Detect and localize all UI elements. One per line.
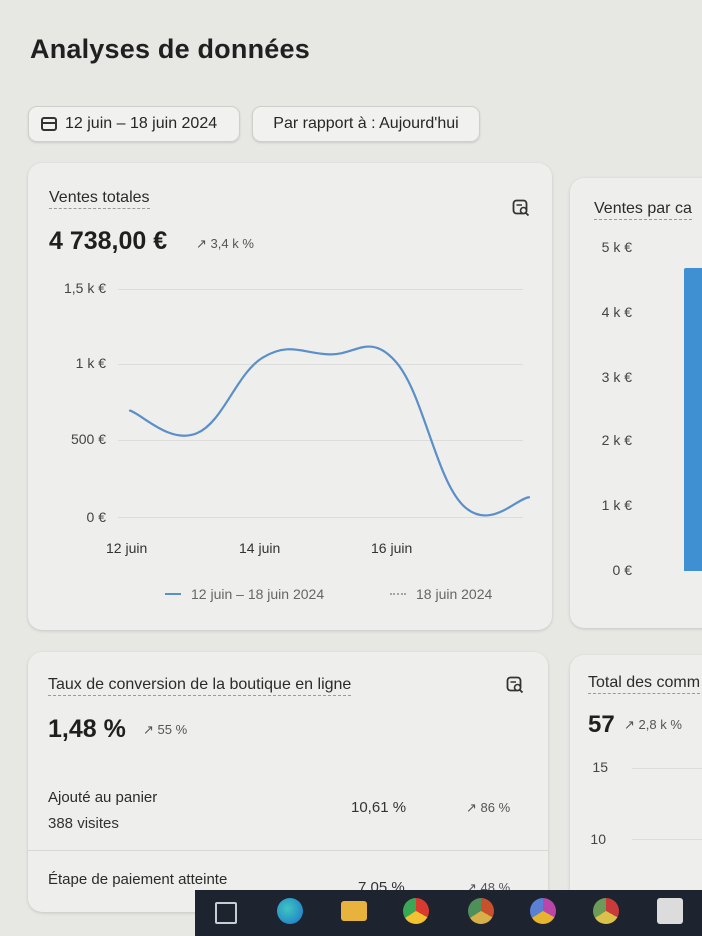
explore-report-icon[interactable]: [506, 676, 524, 694]
sales-series-line: [128, 345, 531, 517]
app-icon[interactable]: [657, 898, 683, 924]
sales-by-category-card: Ventes par ca 5 k € 4 k € 3 k € 2 k € 1 …: [570, 178, 702, 628]
gridline: [118, 440, 523, 441]
total-orders-delta: ↗ 2,8 k %: [624, 717, 682, 733]
file-explorer-icon[interactable]: [341, 901, 367, 921]
y-tick-label: 1 k €: [75, 355, 106, 371]
trend-up-icon: ↗: [466, 880, 477, 895]
total-orders-value: 57: [588, 711, 615, 738]
date-range-label: 12 juin – 18 juin 2024: [65, 115, 218, 132]
funnel-row-delta-text: 86 %: [480, 800, 511, 815]
sales-line-chart: [128, 345, 531, 517]
y-tick-label: 1 k €: [601, 497, 632, 513]
conversion-rate-delta: ↗ 55 %: [143, 722, 187, 738]
legend-current-label: 12 juin – 18 juin 2024: [191, 586, 325, 602]
row-divider: [28, 850, 548, 851]
y-tick-label: 5 k €: [601, 239, 632, 255]
chrome-icon[interactable]: [530, 898, 556, 924]
x-tick-label: 16 juin: [371, 540, 413, 556]
conversion-rate-value: 1,48 %: [48, 715, 126, 743]
page-title: Analyses de données: [30, 34, 310, 64]
sales-by-category-title[interactable]: Ventes par ca: [594, 200, 692, 220]
chrome-icon[interactable]: [403, 898, 429, 924]
total-sales-delta-text: 3,4 k %: [210, 236, 254, 251]
legend-dotted-swatch: [390, 593, 406, 595]
total-orders-title[interactable]: Total des comm: [588, 674, 701, 694]
total-sales-delta: ↗ 3,4 k %: [196, 236, 254, 252]
trend-up-icon: ↗: [196, 236, 207, 251]
conversion-rate-delta-text: 55 %: [157, 722, 188, 737]
y-tick-label: 1,5 k €: [63, 280, 106, 296]
total-orders-card: Total des comm 57 ↗ 2,8 k % 15 10: [570, 655, 702, 915]
trend-up-icon: ↗: [624, 717, 635, 732]
calendar-icon: [41, 117, 57, 131]
y-tick-label: 500 €: [70, 431, 106, 447]
compare-button[interactable]: Par rapport à : Aujourd'hui: [252, 106, 480, 142]
x-tick-label: 14 juin: [239, 540, 281, 556]
legend-solid-swatch: [165, 593, 181, 595]
conversion-rate-card: Taux de conversion de la boutique en lig…: [28, 652, 548, 912]
task-view-icon[interactable]: [215, 902, 237, 924]
y-tick-label: 4 k €: [601, 304, 632, 320]
conversion-rate-title[interactable]: Taux de conversion de la boutique en lig…: [48, 676, 352, 696]
funnel-row-rate: 10,61 %: [351, 799, 407, 816]
category-bar: [684, 268, 702, 571]
y-tick-label: 3 k €: [601, 369, 632, 385]
total-sales-title[interactable]: Ventes totales: [49, 189, 150, 209]
funnel-row-delta: ↗ 86 %: [466, 800, 510, 816]
total-sales-card: Ventes totales 4 738,00 € ↗ 3,4 k % 1,5 …: [28, 163, 552, 630]
trend-up-icon: ↗: [143, 722, 154, 737]
gridline: [118, 364, 523, 365]
os-taskbar: [195, 890, 702, 936]
y-tick-label: 15: [592, 759, 608, 775]
y-tick-label: 0 €: [86, 509, 106, 525]
explore-report-icon[interactable]: [512, 199, 530, 217]
y-tick-label: 2 k €: [601, 432, 632, 448]
gridline: [118, 289, 523, 290]
total-orders-delta-text: 2,8 k %: [638, 717, 682, 732]
legend-comparison-label: 18 juin 2024: [416, 586, 493, 602]
gridline: [632, 839, 702, 840]
gridline: [118, 517, 523, 518]
chrome-icon[interactable]: [593, 898, 619, 924]
y-tick-label: 10: [590, 831, 606, 847]
chrome-icon[interactable]: [468, 898, 494, 924]
legend-item-current[interactable]: 12 juin – 18 juin 2024: [165, 586, 324, 602]
edge-icon[interactable]: [277, 898, 303, 924]
funnel-row-label: Ajouté au panier: [48, 789, 158, 806]
total-sales-value: 4 738,00 €: [49, 227, 168, 255]
x-tick-label: 12 juin: [106, 540, 148, 556]
legend-item-comparison[interactable]: 18 juin 2024: [390, 586, 492, 602]
trend-up-icon: ↗: [466, 800, 477, 815]
y-tick-label: 0 €: [612, 562, 632, 578]
funnel-row-sub: 388 visites: [48, 815, 119, 832]
gridline: [632, 768, 702, 769]
compare-label: Par rapport à : Aujourd'hui: [273, 115, 459, 132]
date-range-button[interactable]: 12 juin – 18 juin 2024: [28, 106, 240, 142]
funnel-row-label: Étape de paiement atteinte: [48, 871, 228, 888]
